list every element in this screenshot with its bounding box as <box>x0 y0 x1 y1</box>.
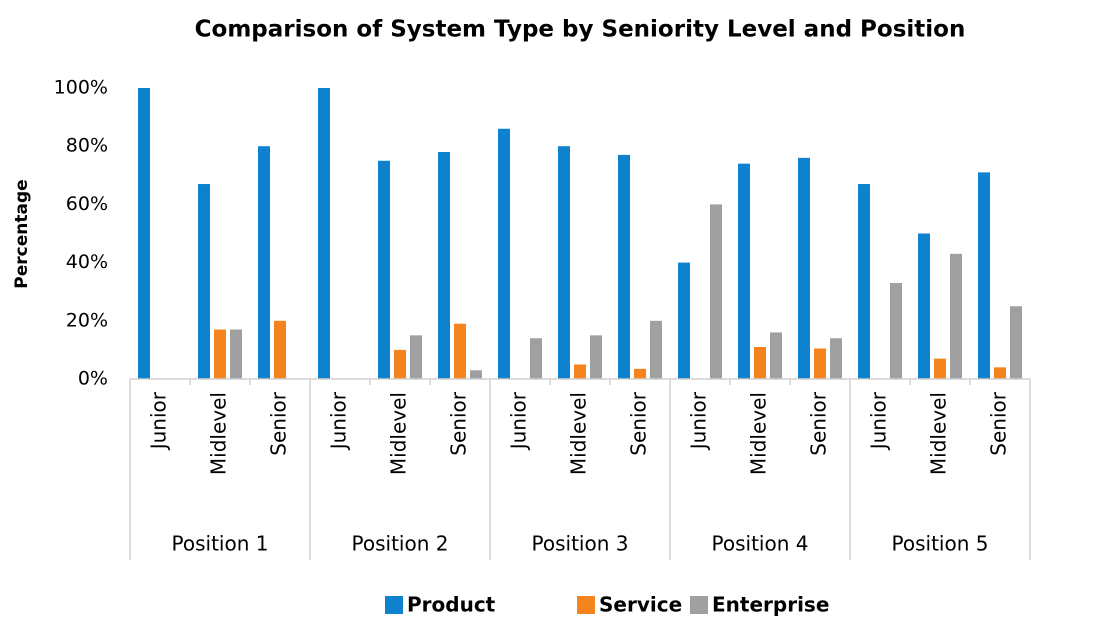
bar <box>918 233 930 379</box>
bar <box>678 262 690 379</box>
x-tick-label: Junior <box>687 391 711 451</box>
bar <box>798 157 810 379</box>
bar <box>634 368 646 379</box>
group-label: Position 3 <box>532 532 629 556</box>
bar <box>274 320 286 379</box>
x-tick-label: Senior <box>447 391 471 455</box>
chart-title: Comparison of System Type by Seniority L… <box>195 17 966 43</box>
bar <box>858 184 870 379</box>
bar <box>830 338 842 379</box>
bar <box>230 329 242 379</box>
bar <box>198 184 210 379</box>
group-label: Position 4 <box>712 532 809 556</box>
group-label: Position 1 <box>172 532 269 556</box>
y-tick-label: 20% <box>66 309 108 331</box>
bar <box>1010 306 1022 379</box>
bar <box>978 172 990 379</box>
y-tick-label: 60% <box>66 193 108 215</box>
bar <box>558 146 570 379</box>
bar <box>934 358 946 379</box>
bar <box>498 128 510 379</box>
bar <box>438 152 450 379</box>
x-tick-label: Senior <box>807 391 831 455</box>
bar <box>258 146 270 379</box>
bar <box>394 349 406 379</box>
y-tick-label: 0% <box>78 368 108 390</box>
bar <box>410 335 422 379</box>
group-label: Position 5 <box>892 532 989 556</box>
legend-label: Service <box>599 593 682 617</box>
legend-label: Product <box>407 593 496 617</box>
y-tick-label: 40% <box>66 251 108 273</box>
x-tick-label: Midlevel <box>207 392 231 475</box>
bar <box>618 154 630 379</box>
group-label: Position 2 <box>352 532 449 556</box>
bar <box>454 323 466 379</box>
x-tick-label: Senior <box>267 391 291 455</box>
bar <box>754 346 766 379</box>
bar <box>590 335 602 379</box>
legend-label: Enterprise <box>712 593 829 617</box>
bar <box>650 320 662 379</box>
x-tick-label: Junior <box>327 391 351 451</box>
x-tick-label: Junior <box>147 391 171 451</box>
x-tick-label: Midlevel <box>567 392 591 475</box>
y-tick-label: 80% <box>66 135 108 157</box>
bar <box>574 364 586 379</box>
bar <box>318 88 330 379</box>
bar <box>890 282 902 379</box>
bar <box>738 163 750 379</box>
legend-swatch <box>577 596 595 614</box>
x-tick-label: Junior <box>507 391 531 451</box>
x-tick-label: Senior <box>627 391 651 455</box>
legend-swatch <box>690 596 708 614</box>
bar <box>214 329 226 379</box>
bar <box>470 370 482 379</box>
bar <box>994 367 1006 379</box>
bar <box>814 348 826 379</box>
bar <box>378 160 390 379</box>
x-tick-label: Junior <box>867 391 891 451</box>
y-axis-label: Percentage <box>12 179 32 288</box>
bar <box>530 338 542 379</box>
legend-swatch <box>385 596 403 614</box>
x-tick-label: Midlevel <box>927 392 951 475</box>
y-tick-label: 100% <box>54 77 108 99</box>
x-tick-label: Senior <box>987 391 1011 455</box>
bar <box>138 88 150 379</box>
x-tick-label: Midlevel <box>387 392 411 475</box>
bar <box>770 332 782 379</box>
bar <box>950 253 962 379</box>
bar <box>710 204 722 379</box>
x-tick-label: Midlevel <box>747 392 771 475</box>
